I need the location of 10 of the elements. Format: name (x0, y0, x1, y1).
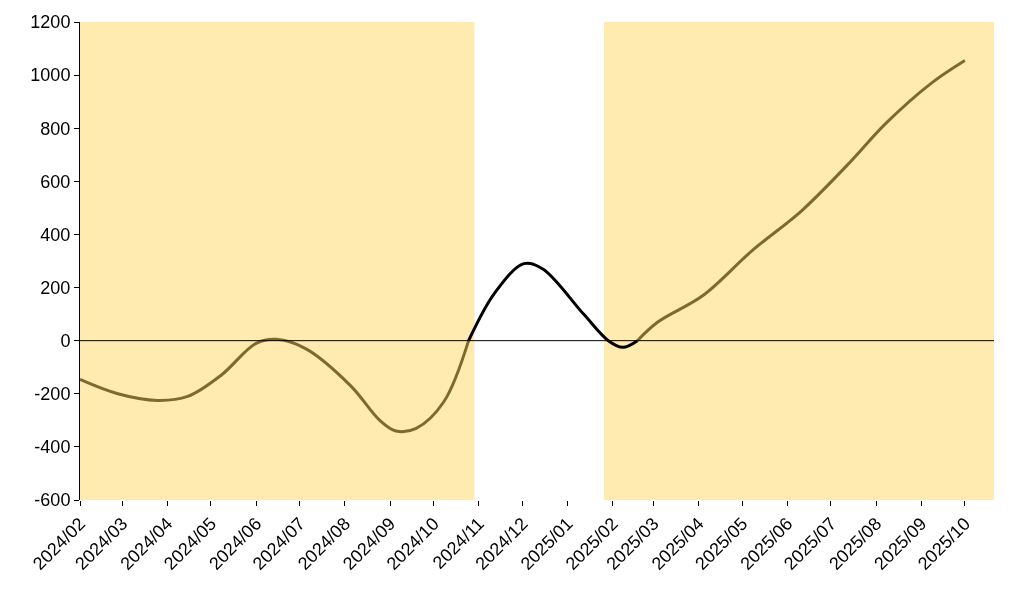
y-tick-label: 800 (40, 118, 71, 139)
y-tick-label: 600 (40, 171, 71, 192)
y-tick-label: 0 (60, 330, 71, 351)
y-tick-label: -600 (34, 490, 71, 511)
y-tick-label: 1000 (30, 65, 71, 86)
y-tick-label: -400 (34, 437, 71, 458)
y-tick-label: 400 (40, 224, 71, 245)
y-tick-label: 200 (40, 277, 71, 298)
y-tick-label: -200 (34, 384, 71, 405)
y-tick-label: 1200 (30, 12, 71, 33)
